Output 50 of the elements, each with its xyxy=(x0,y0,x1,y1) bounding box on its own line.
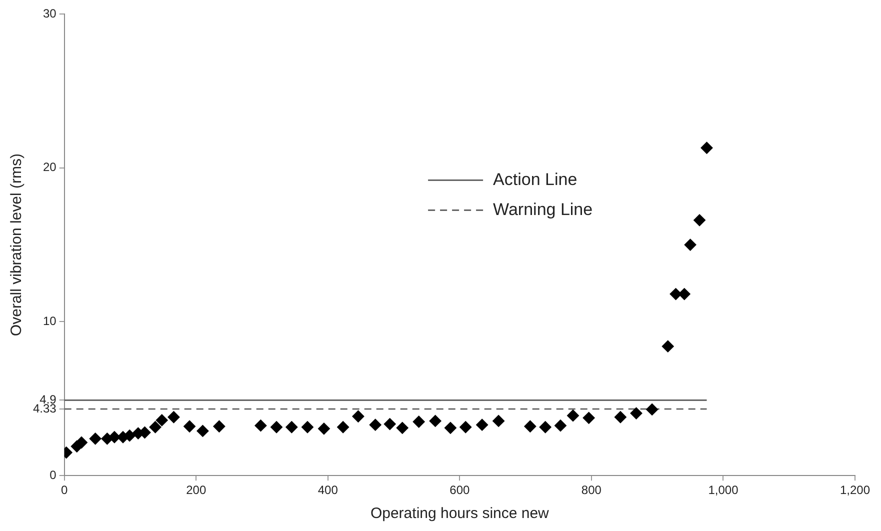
y-tick-label: 30 xyxy=(42,6,57,20)
point xyxy=(384,418,396,430)
point xyxy=(539,421,552,434)
point xyxy=(369,418,382,431)
x-tick-label: 0 xyxy=(61,483,68,498)
x-tick-label: 800 xyxy=(581,483,602,498)
point xyxy=(492,414,505,427)
point xyxy=(524,420,536,432)
point xyxy=(270,421,283,434)
point xyxy=(156,414,168,426)
point xyxy=(694,214,706,226)
point xyxy=(476,418,488,431)
point xyxy=(168,411,180,424)
point xyxy=(149,421,162,434)
point xyxy=(286,421,298,434)
x-tick-label: 1,200 xyxy=(840,483,870,498)
point xyxy=(254,420,267,432)
point xyxy=(89,432,102,445)
point xyxy=(630,407,642,420)
point xyxy=(429,414,442,427)
legend-label: Action Line xyxy=(493,170,578,189)
point xyxy=(337,421,350,434)
y-tick-label: 20 xyxy=(42,160,57,174)
x-tick-label: 200 xyxy=(186,483,206,498)
point xyxy=(444,422,456,434)
point xyxy=(396,422,408,434)
point xyxy=(646,403,658,416)
point xyxy=(352,410,364,422)
x-tick-label: 1,000 xyxy=(708,483,739,498)
point xyxy=(662,340,674,352)
point xyxy=(567,410,580,422)
point xyxy=(700,142,713,154)
point xyxy=(318,422,330,435)
x-axis-title: Operating hours since new xyxy=(370,505,550,522)
point xyxy=(412,416,425,428)
y-tick-label: 10 xyxy=(42,314,57,328)
point xyxy=(301,421,314,434)
point xyxy=(554,420,566,432)
point xyxy=(196,424,209,437)
x-tick-label: 400 xyxy=(318,483,338,498)
point xyxy=(184,420,196,432)
point xyxy=(614,411,626,424)
legend-label: Warning Line xyxy=(493,200,593,219)
point xyxy=(460,421,472,434)
x-tick-label: 600 xyxy=(450,483,470,498)
point xyxy=(684,238,696,251)
y-tick-label: 0 xyxy=(50,468,57,482)
point xyxy=(582,412,595,424)
y-axis-title: Overall vibration level (rms) xyxy=(8,154,26,336)
point xyxy=(213,420,226,432)
